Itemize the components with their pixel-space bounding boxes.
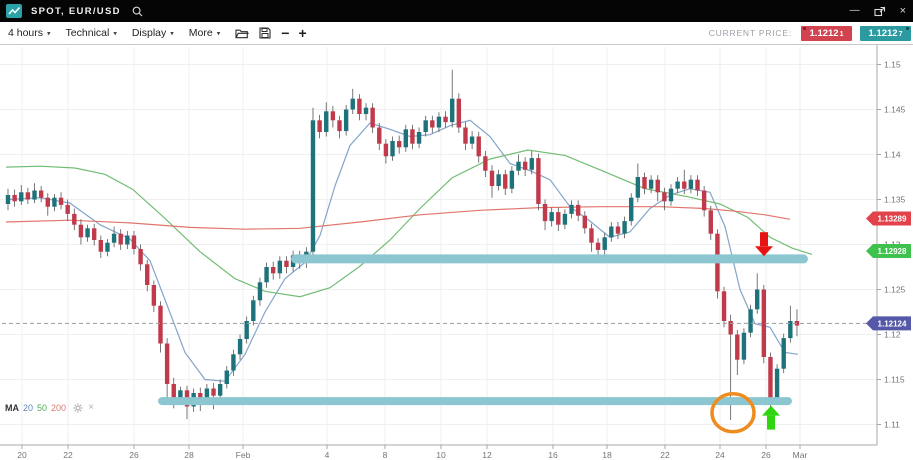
popout-window-icon[interactable] bbox=[867, 6, 893, 17]
more-dropdown[interactable]: More ▾ bbox=[188, 27, 221, 39]
ma-50-label: 50 bbox=[37, 402, 48, 413]
current-price-label: CURRENT PRICE: bbox=[708, 28, 792, 38]
zoom-in-button[interactable]: + bbox=[298, 25, 307, 41]
bounce-arrow-icon bbox=[762, 405, 780, 430]
svg-text:10: 10 bbox=[436, 450, 446, 460]
svg-text:16: 16 bbox=[548, 450, 558, 460]
svg-text:1.125: 1.125 bbox=[884, 285, 906, 295]
svg-text:26: 26 bbox=[761, 450, 771, 460]
svg-text:1.12928: 1.12928 bbox=[878, 247, 907, 256]
technical-dropdown[interactable]: Technical ▾ bbox=[65, 27, 117, 39]
open-folder-icon[interactable] bbox=[235, 28, 249, 39]
svg-text:1.12124: 1.12124 bbox=[878, 319, 907, 328]
svg-text:1.15: 1.15 bbox=[884, 60, 901, 70]
current-price-group: CURRENT PRICE: 1.1212 1 1.1212 7 bbox=[708, 25, 913, 41]
zoom-out-button[interactable]: − bbox=[281, 25, 290, 41]
ma-200-label: 200 bbox=[51, 402, 67, 413]
svg-text:1.12: 1.12 bbox=[884, 330, 901, 340]
price-chart-canvas[interactable]: 1.151.1451.141.1351.131.1251.121.1151.11… bbox=[0, 45, 913, 460]
price-tag-red: 1.13289 bbox=[866, 211, 911, 226]
chevron-down-icon: ▾ bbox=[113, 30, 117, 38]
svg-text:12: 12 bbox=[482, 450, 492, 460]
highlight-circle bbox=[710, 392, 756, 434]
svg-text:1.115: 1.115 bbox=[884, 375, 905, 385]
svg-text:1.11: 1.11 bbox=[884, 420, 900, 430]
svg-text:8: 8 bbox=[383, 450, 388, 460]
svg-text:Mar: Mar bbox=[793, 450, 808, 460]
search-icon[interactable] bbox=[132, 6, 143, 17]
gridlines bbox=[0, 47, 877, 445]
svg-text:20: 20 bbox=[17, 450, 27, 460]
display-dropdown[interactable]: Display ▾ bbox=[131, 27, 174, 39]
timeframe-dropdown[interactable]: 4 hours ▾ bbox=[8, 27, 51, 39]
title-bar: SPOT, EUR/USD — × bbox=[0, 0, 913, 22]
resistance-zone bbox=[291, 254, 808, 264]
chevron-down-icon: ▾ bbox=[47, 30, 51, 38]
ma-200-line bbox=[5, 206, 791, 230]
close-indicator-icon[interactable]: × bbox=[88, 402, 94, 413]
chart-toolbar: 4 hours ▾ Technical ▾ Display ▾ More ▾ −… bbox=[0, 22, 913, 45]
svg-text:Feb: Feb bbox=[236, 450, 251, 460]
ma-indicator-legend: MA 20 50 200 × bbox=[5, 402, 94, 413]
ma-20-line bbox=[7, 119, 799, 382]
price-tag-current: 1.12124 bbox=[866, 316, 911, 331]
ask-price-button[interactable]: 1.1212 7 bbox=[860, 25, 911, 41]
ask-pip-digit: 7 bbox=[898, 30, 903, 38]
svg-text:1.135: 1.135 bbox=[884, 195, 906, 205]
app-logo-icon bbox=[6, 4, 22, 18]
x-axis-labels: 20 22 26 28 Feb 4 8 10 12 16 18 22 24 26 Mar bbox=[17, 445, 807, 460]
svg-text:1.13289: 1.13289 bbox=[878, 214, 907, 223]
price-tag-green: 1.12928 bbox=[866, 243, 911, 258]
save-icon[interactable] bbox=[259, 27, 271, 39]
minimize-button[interactable]: — bbox=[849, 5, 860, 16]
support-zone bbox=[158, 397, 792, 406]
svg-text:1.145: 1.145 bbox=[884, 105, 906, 115]
svg-text:28: 28 bbox=[184, 450, 194, 460]
ma-legend-label: MA bbox=[5, 402, 19, 413]
svg-text:24: 24 bbox=[715, 450, 725, 460]
window-title: SPOT, EUR/USD bbox=[31, 5, 121, 17]
svg-text:1.14: 1.14 bbox=[884, 150, 901, 160]
svg-text:22: 22 bbox=[660, 450, 670, 460]
breakdown-arrow-icon bbox=[755, 232, 773, 257]
gear-icon[interactable] bbox=[73, 402, 83, 413]
ma-20-label: 20 bbox=[23, 402, 34, 413]
svg-text:4: 4 bbox=[325, 450, 330, 460]
chevron-down-icon: ▾ bbox=[170, 30, 174, 38]
bid-pip-digit: 1 bbox=[839, 30, 844, 38]
svg-text:18: 18 bbox=[602, 450, 612, 460]
svg-text:22: 22 bbox=[63, 450, 73, 460]
chevron-down-icon: ▾ bbox=[216, 30, 221, 38]
candlesticks bbox=[5, 69, 800, 420]
svg-text:26: 26 bbox=[129, 450, 139, 460]
bid-price-button[interactable]: 1.1212 1 bbox=[801, 25, 852, 41]
chart-area: 1.151.1451.141.1351.131.1251.121.1151.11… bbox=[0, 45, 913, 460]
ma-50-line bbox=[5, 149, 813, 298]
close-button[interactable]: × bbox=[899, 5, 906, 17]
